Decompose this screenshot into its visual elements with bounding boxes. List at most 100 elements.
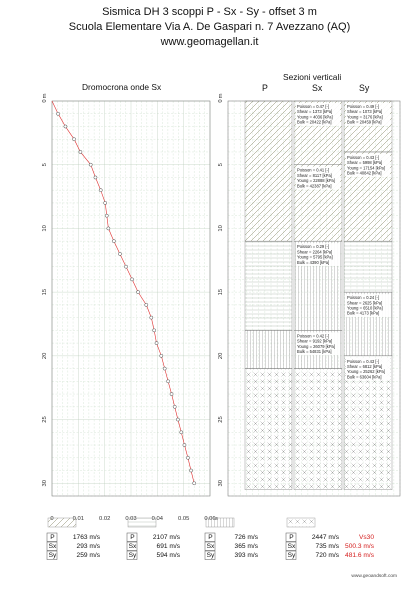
layer-value-text: Poisson = 0.24 [-] (347, 295, 379, 300)
layer-value-text: Bulk = 4173 [kPa] (347, 311, 379, 316)
x-tick-label: 0.04 (152, 516, 164, 522)
data-point (176, 417, 180, 422)
data-point (98, 188, 103, 193)
data-point (192, 481, 197, 486)
data-point (179, 430, 184, 435)
legend-value: 259 m/s (76, 552, 100, 559)
legend-value: 691 m/s (156, 543, 180, 550)
layer-value-text: Shear = 2264 [kPa] (297, 249, 332, 254)
y-tick-label: 30 (218, 480, 224, 486)
layer-p (244, 100, 293, 242)
data-point (154, 341, 159, 345)
legend-key-box (285, 532, 297, 542)
legend-key-box (126, 532, 138, 542)
layer-value-text: Poisson = 0.49 [-] (347, 104, 379, 109)
data-point (189, 468, 193, 473)
dromocrona-frame (51, 100, 211, 497)
y-axis-label: m (42, 93, 48, 98)
column-label-p: P (262, 83, 268, 93)
layer-values-bg (296, 243, 340, 266)
legend-key-box (46, 541, 58, 551)
legend-key: Sx (48, 543, 57, 550)
data-point (159, 354, 164, 358)
layer-value-text: Shear = 2625 [kPa] (347, 300, 382, 305)
layer-values-bg (296, 166, 340, 190)
legend-value: 735 m/s (315, 543, 339, 550)
legend-key-box (204, 532, 216, 542)
legend-key-box (46, 532, 58, 542)
data-point (182, 443, 187, 447)
layer-values-bg (346, 357, 390, 381)
vs30-sy-value: 481.6 m/s (345, 552, 374, 559)
legend-key-box (204, 550, 216, 560)
legend-key: Sx (287, 543, 296, 550)
data-point (186, 455, 190, 460)
legend-value: 2107 m/s (152, 534, 180, 541)
data-point (118, 252, 122, 256)
layer-value-text: Shear = 1373 [kPa] (297, 109, 332, 114)
layer-values-bg (296, 332, 340, 356)
legend-swatch (47, 517, 77, 528)
layer-values-bg (296, 103, 340, 126)
data-point (136, 290, 140, 294)
layer-value-text: Bulk = 40842 [kPa] (347, 171, 381, 176)
legend-swatch (286, 517, 316, 528)
legend-group: P 2447 m/s Sx 735 m/s Sy 720 m/s (287, 533, 349, 561)
vs30-block: Vs30 500.3 m/s 481.6 m/s (336, 533, 406, 563)
legend-key-box (126, 550, 138, 560)
y-tick-label: 20 (218, 353, 224, 359)
data-point (63, 124, 68, 129)
legend-key-box (285, 541, 297, 551)
legend-key: Sy (128, 552, 137, 559)
header-title: Sismica DH 3 scoppi P - Sx - Sy - offset… (102, 6, 317, 18)
layer-value-text: Young = 3176 [kPa] (347, 114, 383, 119)
legend-swatch (127, 517, 157, 528)
y-tick-label: 15 (42, 289, 48, 295)
footer-website: www.geoandsoft.com (351, 574, 397, 579)
x-tick-label: 0.05 (178, 516, 189, 522)
layer-values-bg (346, 153, 390, 177)
legend-key: Sy (206, 552, 215, 559)
y-tick-label: 30 (42, 480, 48, 486)
data-point (103, 201, 108, 205)
legend-key-box (126, 541, 138, 551)
layer-value-text: Poisson = 0.42 [-] (297, 333, 329, 338)
y-tick-label: 25 (218, 416, 224, 422)
legend-key: P (130, 534, 135, 541)
legend-value: 393 m/s (234, 552, 258, 559)
layer-value-text: Shear = 8117 [kPa] (297, 173, 332, 178)
x-tick-label: 0.01 (73, 516, 84, 522)
layer-value-text: Young = 26079 [kPa] (297, 344, 335, 349)
data-point (152, 328, 156, 333)
legend-key-box (46, 550, 58, 560)
data-point (169, 392, 174, 396)
y-tick-label: 25 (42, 416, 48, 422)
layer-p (244, 240, 293, 331)
legend-key: P (289, 534, 294, 541)
layer-p (244, 330, 293, 369)
y-tick-label: 10 (42, 225, 48, 231)
data-point (166, 379, 170, 384)
y-tick-label: 20 (42, 353, 48, 359)
legend-value: 726 m/s (234, 534, 258, 541)
layer-values-bg (346, 103, 390, 126)
data-point (130, 277, 134, 282)
data-point (144, 303, 149, 307)
data-point (93, 175, 98, 180)
legend-group: P 2107 m/s Sx 691 m/s Sy 594 m/s (128, 533, 190, 561)
legend-value: 293 m/s (76, 543, 100, 550)
layer-value-text: Bulk = 54831 [kPa] (297, 349, 331, 354)
data-point (124, 264, 128, 269)
y-tick-label: 5 (218, 163, 224, 166)
legend-swatch (205, 517, 235, 528)
y-tick-label: 5 (42, 163, 48, 166)
layer-value-text: Shear = 5998 [kPa] (347, 160, 382, 165)
layer-value-text: Young = 6510 [kPa] (347, 306, 383, 311)
layer-value-text: Young = 4036 [kPa] (297, 114, 333, 119)
dromocrona-title: Dromocrona onde Sx (82, 82, 162, 92)
layer-value-text: Bulk = 4390 [kPa] (297, 260, 329, 265)
layer-sx (293, 368, 343, 490)
x-tick-label: 0.02 (99, 516, 110, 522)
dromocrona-grid (51, 100, 211, 497)
layer-value-text: Young = 22888 [kPa] (297, 178, 335, 183)
